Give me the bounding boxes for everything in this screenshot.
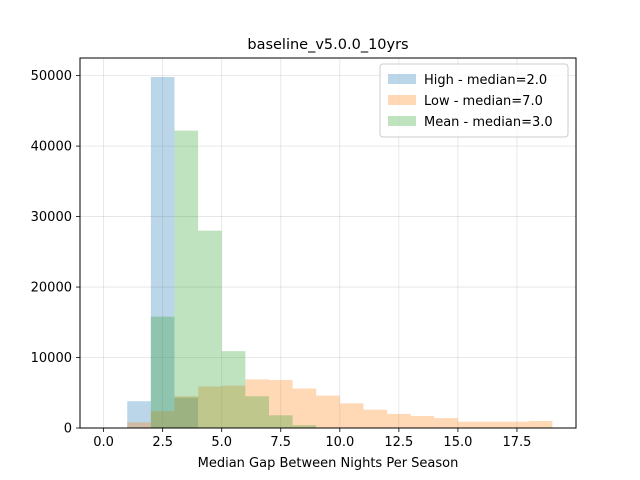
histogram-bar (174, 396, 199, 428)
histogram-bar (150, 411, 175, 428)
chart-title: baseline_v5.0.0_10yrs (247, 37, 408, 53)
histogram-bar (339, 403, 364, 428)
legend-label: High - median=2.0 (424, 73, 547, 88)
legend-label: Low - median=7.0 (424, 94, 543, 109)
histogram-bar (127, 401, 151, 428)
histogram-bar (127, 422, 151, 428)
histogram-bar (268, 380, 293, 428)
histogram-bar (268, 415, 293, 428)
histogram-bar (363, 409, 388, 428)
histogram-bar (245, 396, 269, 428)
histogram-bar (481, 421, 506, 428)
histogram-bar (150, 316, 175, 428)
histogram-bar (221, 351, 246, 428)
histogram-bar (505, 421, 529, 428)
legend-swatch (388, 116, 416, 126)
histogram-bar (434, 418, 458, 428)
histogram-bar (528, 420, 553, 428)
axis-ticks: 0.0 2.5 5.0 7.5 10.0 12.5 15.0 17.5 0 10000 20000 3… (31, 69, 532, 450)
x-tick-label: 12.5 (384, 435, 413, 450)
histogram-bar (174, 130, 199, 429)
series-1 (127, 379, 553, 428)
histogram-bar (174, 397, 199, 428)
histogram-bar (221, 385, 246, 428)
histogram-bar (150, 77, 175, 429)
series-2 (150, 130, 317, 429)
x-axis-label: Median Gap Between Nights Per Season (198, 456, 459, 471)
histogram-bar (198, 230, 222, 428)
series-0 (127, 77, 199, 429)
y-tick-label: 20000 (31, 281, 72, 296)
histogram-bar (457, 421, 482, 428)
x-tick-label: 2.5 (152, 435, 173, 450)
x-tick-label: 10.0 (325, 435, 354, 450)
histogram-bar (410, 416, 435, 428)
y-tick-label: 50000 (31, 69, 72, 84)
histogram-bar (292, 388, 317, 428)
axes-frame (79, 57, 577, 429)
legend-swatch (388, 95, 416, 105)
y-tick-label: 30000 (31, 210, 72, 225)
histogram-bar (387, 413, 411, 428)
x-tick-label: 0.0 (93, 435, 114, 450)
legend-label: Mean - median=3.0 (424, 115, 553, 130)
histogram-bar (245, 379, 269, 428)
legend: High - median=2.0 Low - median=7.0 Mean - … (379, 63, 569, 138)
histogram-bars (127, 77, 553, 429)
legend-box (379, 63, 569, 138)
x-tick-label: 17.5 (502, 435, 531, 450)
histogram-bar (292, 425, 317, 428)
x-tick-label: 5.0 (211, 435, 232, 450)
histogram-bar (316, 395, 340, 428)
histogram-bar (198, 386, 222, 428)
y-tick-label: 40000 (31, 140, 72, 155)
legend-swatch (388, 74, 416, 84)
y-tick-label: 10000 (31, 351, 72, 366)
y-tick-label: 0 (64, 422, 72, 437)
x-tick-label: 7.5 (270, 435, 291, 450)
x-tick-label: 15.0 (443, 435, 472, 450)
